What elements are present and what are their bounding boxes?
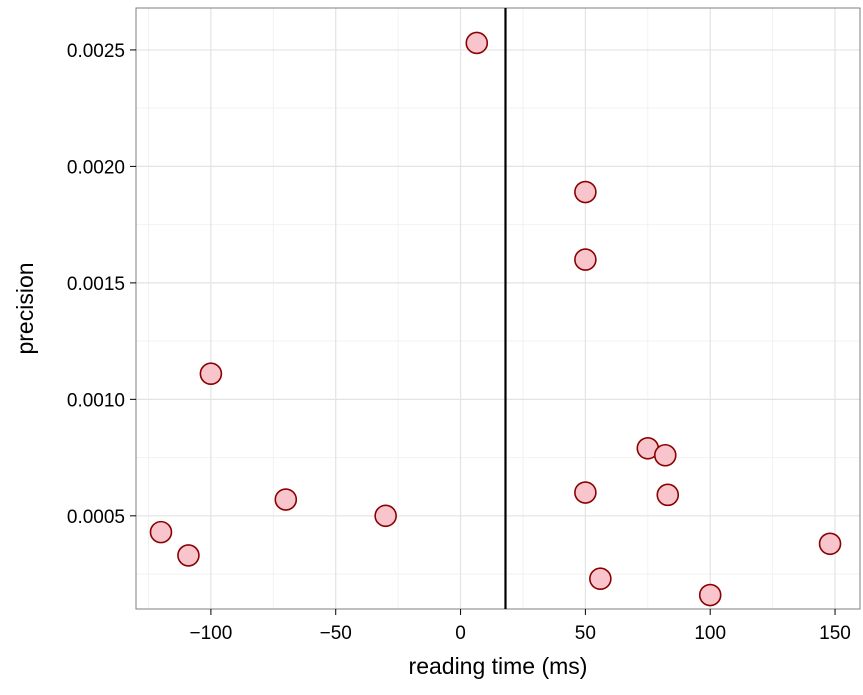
- x-axis-title: reading time (ms): [409, 653, 588, 679]
- data-point: [656, 483, 680, 507]
- data-point: [177, 544, 200, 567]
- x-tick-label: 0: [455, 623, 466, 644]
- y-tick-label: 0.0020: [67, 157, 125, 178]
- x-tick-label: 100: [694, 623, 726, 644]
- x-tick-label: 50: [575, 623, 596, 644]
- x-axis-ticks: −100 −50 0 50 100 150: [189, 609, 851, 644]
- data-point: [698, 583, 722, 607]
- data-point: [574, 248, 597, 271]
- data-points: [149, 31, 842, 607]
- plot-panel: [135, 7, 861, 610]
- x-tick-label: −50: [320, 623, 352, 644]
- y-tick-label: 0.0025: [67, 41, 125, 62]
- data-point: [574, 180, 597, 204]
- y-axis-ticks: 0.0005 0.0010 0.0015 0.0020 0.0025: [67, 41, 136, 528]
- y-axis-title: precision: [12, 262, 38, 354]
- y-tick-label: 0.0010: [67, 390, 125, 411]
- data-point: [374, 504, 397, 528]
- x-tick-label: −100: [189, 623, 232, 644]
- data-point: [149, 520, 173, 544]
- data-point: [199, 362, 223, 386]
- data-point: [818, 532, 842, 556]
- data-point: [465, 31, 489, 55]
- y-tick-label: 0.0005: [67, 507, 125, 528]
- y-tick-label: 0.0015: [67, 274, 125, 295]
- x-tick-label: 150: [819, 623, 851, 644]
- grid-lines: [136, 8, 860, 609]
- data-point: [274, 488, 298, 511]
- data-point: [589, 567, 612, 591]
- data-point: [653, 443, 677, 467]
- data-point: [574, 481, 597, 504]
